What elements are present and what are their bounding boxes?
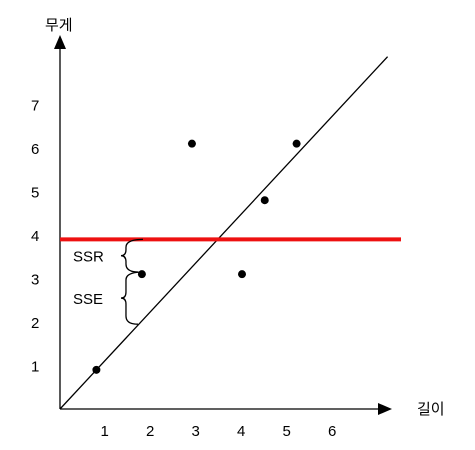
- x-axis-title: 길이: [417, 400, 445, 418]
- y-tick-label: 2: [31, 315, 39, 332]
- y-tick-label: 3: [31, 272, 39, 289]
- data-point: [92, 365, 101, 374]
- x-tick-label: 6: [328, 423, 336, 440]
- y-tick-label: 5: [31, 185, 39, 202]
- x-tick-label: 1: [101, 423, 109, 440]
- annotation-brace: [120, 271, 143, 325]
- annotation-brace: [120, 238, 143, 273]
- tick-labels: 1 2 3 4 5 6 1 2 3 4 5 6 7: [31, 98, 336, 441]
- data-point: [238, 270, 246, 279]
- axes: 길이 무게: [45, 16, 445, 418]
- data-point: [187, 139, 196, 148]
- data-point: [260, 196, 269, 205]
- annotation-label: SSE: [73, 291, 103, 308]
- reference-lines: [59, 56, 401, 410]
- y-axis-title: 무게: [45, 16, 73, 34]
- x-tick-label: 4: [237, 423, 245, 440]
- y-axis-arrowhead: [54, 35, 66, 49]
- x-tick-label: 2: [146, 423, 154, 440]
- x-axis-arrowhead: [378, 403, 392, 415]
- x-tick-label: 5: [283, 423, 291, 440]
- data-point: [137, 270, 146, 279]
- data-point: [292, 139, 301, 148]
- annotation-label: SSR: [73, 249, 104, 266]
- regression-line: [59, 56, 389, 410]
- data-points: [92, 139, 301, 374]
- x-tick-label: 3: [192, 423, 200, 440]
- y-tick-label: 6: [31, 141, 39, 158]
- y-tick-label: 4: [31, 228, 39, 245]
- annotations: SSR SSE: [73, 238, 143, 325]
- y-tick-label: 1: [31, 359, 39, 376]
- y-tick-label: 7: [31, 98, 39, 115]
